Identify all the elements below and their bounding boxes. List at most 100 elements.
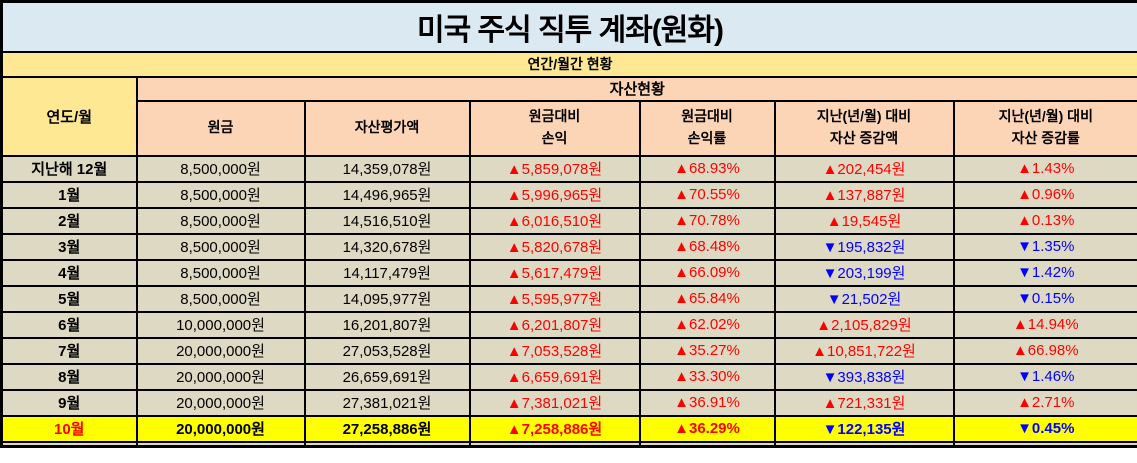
cell-profit-loss[interactable]: ▲6,659,691원 — [468, 362, 641, 391]
table-row: 10월 20,000,000원 27,258,886원 ▲7,258,886원 ▲36.… — [0, 414, 1137, 443]
cell-valuation[interactable]: 14,516,510원 — [303, 206, 471, 235]
partial-cell — [468, 440, 641, 447]
cell-valuation[interactable]: 16,201,807원 — [303, 310, 471, 339]
cell-asset-change-rate[interactable]: ▲14.94% — [952, 310, 1137, 339]
col-header-asset-change-rate[interactable]: 지난(년/월) 대비 자산 증감률 — [952, 99, 1137, 157]
cell-asset-change[interactable]: ▲137,887원 — [773, 180, 955, 209]
cell-valuation[interactable]: 27,053,528원 — [303, 336, 471, 365]
table-row: 7월 20,000,000원 27,053,528원 ▲7,053,528원 ▲35.2… — [0, 336, 1137, 365]
cell-profit-loss-rate[interactable]: ▲68.48% — [638, 232, 776, 261]
table-row: 2월 8,500,000원 14,516,510원 ▲6,016,510원 ▲70.78… — [0, 206, 1137, 235]
cell-valuation[interactable]: 27,381,021원 — [303, 388, 471, 417]
cell-asset-change[interactable]: ▼21,502원 — [773, 284, 955, 313]
cell-month[interactable]: 8월 — [0, 362, 138, 391]
cell-asset-change[interactable]: ▲10,851,722원 — [773, 336, 955, 365]
table-row: 3월 8,500,000원 14,320,678원 ▲5,820,678원 ▲68.48… — [0, 232, 1137, 261]
cell-asset-change-rate[interactable]: ▲0.13% — [952, 206, 1137, 235]
cell-asset-change-rate[interactable]: ▲0.96% — [952, 180, 1137, 209]
cell-asset-change-rate[interactable]: ▼1.42% — [952, 258, 1137, 287]
cell-asset-change-rate[interactable]: ▼0.45% — [952, 414, 1137, 443]
cell-profit-loss-rate[interactable]: ▲70.78% — [638, 206, 776, 235]
cell-asset-change[interactable]: ▼195,832원 — [773, 232, 955, 261]
cell-profit-loss-rate[interactable]: ▲62.02% — [638, 310, 776, 339]
cell-month[interactable]: 2월 — [0, 206, 138, 235]
cell-asset-change-rate[interactable]: ▲1.43% — [952, 154, 1137, 183]
cell-profit-loss-rate[interactable]: ▲36.29% — [638, 414, 776, 443]
cell-profit-loss-rate[interactable]: ▲70.55% — [638, 180, 776, 209]
cell-principal[interactable]: 8,500,000원 — [135, 180, 306, 209]
cell-month[interactable]: 10월 — [0, 414, 138, 443]
cell-asset-change[interactable]: ▲721,331원 — [773, 388, 955, 417]
cell-principal[interactable]: 20,000,000원 — [135, 362, 306, 391]
cell-principal[interactable]: 8,500,000원 — [135, 284, 306, 313]
cell-profit-loss-rate[interactable]: ▲65.84% — [638, 284, 776, 313]
cell-asset-change-rate[interactable]: ▲66.98% — [952, 336, 1137, 365]
cell-profit-loss[interactable]: ▲5,617,479원 — [468, 258, 641, 287]
cell-month[interactable]: 4월 — [0, 258, 138, 287]
col-header-asset-change[interactable]: 지난(년/월) 대비 자산 증감액 — [773, 99, 955, 157]
cell-asset-change[interactable]: ▼203,199원 — [773, 258, 955, 287]
cell-month[interactable]: 9월 — [0, 388, 138, 417]
table-row: 6월 10,000,000원 16,201,807원 ▲6,201,807원 ▲62.0… — [0, 310, 1137, 339]
cell-asset-change-rate[interactable]: ▼0.15% — [952, 284, 1137, 313]
col-header-profit-loss-rate[interactable]: 원금대비 손익률 — [638, 99, 776, 157]
cell-month[interactable]: 6월 — [0, 310, 138, 339]
cell-asset-change-rate[interactable]: ▲2.71% — [952, 388, 1137, 417]
cell-valuation[interactable]: 14,095,977원 — [303, 284, 471, 313]
cell-asset-change[interactable]: ▼122,135원 — [773, 414, 955, 443]
year-month-header[interactable]: 연도/월 — [0, 75, 138, 157]
partial-cell — [952, 440, 1137, 447]
cell-principal[interactable]: 20,000,000원 — [135, 388, 306, 417]
cell-month[interactable]: 3월 — [0, 232, 138, 261]
cell-asset-change[interactable]: ▲202,454원 — [773, 154, 955, 183]
cell-profit-loss[interactable]: ▲7,053,528원 — [468, 336, 641, 365]
cell-profit-loss-rate[interactable]: ▲33.30% — [638, 362, 776, 391]
cell-principal[interactable]: 20,000,000원 — [135, 414, 306, 443]
cell-valuation[interactable]: 27,258,886원 — [303, 414, 471, 443]
cell-principal[interactable]: 8,500,000원 — [135, 258, 306, 287]
cell-profit-loss[interactable]: ▲5,996,965원 — [468, 180, 641, 209]
cell-principal[interactable]: 20,000,000원 — [135, 336, 306, 365]
cell-profit-loss-rate[interactable]: ▲36.91% — [638, 388, 776, 417]
cell-profit-loss[interactable]: ▲6,016,510원 — [468, 206, 641, 235]
cell-asset-change-rate[interactable]: ▼1.35% — [952, 232, 1137, 261]
cell-valuation[interactable]: 14,320,678원 — [303, 232, 471, 261]
period-status-header[interactable]: 연간/월간 현황 — [0, 50, 1137, 78]
partial-cell — [135, 440, 306, 447]
cell-valuation[interactable]: 26,659,691원 — [303, 362, 471, 391]
cell-profit-loss[interactable]: ▲6,201,807원 — [468, 310, 641, 339]
cell-principal[interactable]: 8,500,000원 — [135, 206, 306, 235]
cell-principal[interactable]: 10,000,000원 — [135, 310, 306, 339]
cell-asset-change[interactable]: ▲19,545원 — [773, 206, 955, 235]
col-header-valuation[interactable]: 자산평가액 — [303, 99, 471, 157]
cell-profit-loss-rate[interactable]: ▲66.09% — [638, 258, 776, 287]
cell-asset-change[interactable]: ▲2,105,829원 — [773, 310, 955, 339]
cell-month[interactable]: 7월 — [0, 336, 138, 365]
cell-principal[interactable]: 8,500,000원 — [135, 154, 306, 183]
col-header-profit-loss[interactable]: 원금대비 손익 — [468, 99, 641, 157]
cell-valuation[interactable]: 14,117,479원 — [303, 258, 471, 287]
cell-month[interactable]: 지난해 12월 — [0, 154, 138, 183]
partial-cell — [0, 440, 138, 447]
cell-principal[interactable]: 8,500,000원 — [135, 232, 306, 261]
cell-profit-loss[interactable]: ▲7,258,886원 — [468, 414, 641, 443]
cell-valuation[interactable]: 14,359,078원 — [303, 154, 471, 183]
cell-month[interactable]: 1월 — [0, 180, 138, 209]
partial-bottom-row — [0, 440, 1137, 447]
cell-profit-loss-rate[interactable]: ▲68.93% — [638, 154, 776, 183]
subtitle-row: 연간/월간 현황 — [0, 50, 1137, 78]
cell-profit-loss[interactable]: ▲7,381,021원 — [468, 388, 641, 417]
cell-profit-loss[interactable]: ▲5,859,078원 — [468, 154, 641, 183]
table-row: 지난해 12월 8,500,000원 14,359,078원 ▲5,859,078원 ▲… — [0, 154, 1137, 183]
cell-profit-loss[interactable]: ▲5,820,678원 — [468, 232, 641, 261]
cell-profit-loss-rate[interactable]: ▲35.27% — [638, 336, 776, 365]
col-header-principal[interactable]: 원금 — [135, 99, 306, 157]
cell-valuation[interactable]: 14,496,965원 — [303, 180, 471, 209]
asset-status-header[interactable]: 자산현황 — [135, 75, 1137, 102]
partial-cell — [638, 440, 776, 447]
cell-month[interactable]: 5월 — [0, 284, 138, 313]
cell-profit-loss[interactable]: ▲5,595,977원 — [468, 284, 641, 313]
partial-cell — [773, 440, 955, 447]
cell-asset-change-rate[interactable]: ▼1.46% — [952, 362, 1137, 391]
cell-asset-change[interactable]: ▼393,838원 — [773, 362, 955, 391]
